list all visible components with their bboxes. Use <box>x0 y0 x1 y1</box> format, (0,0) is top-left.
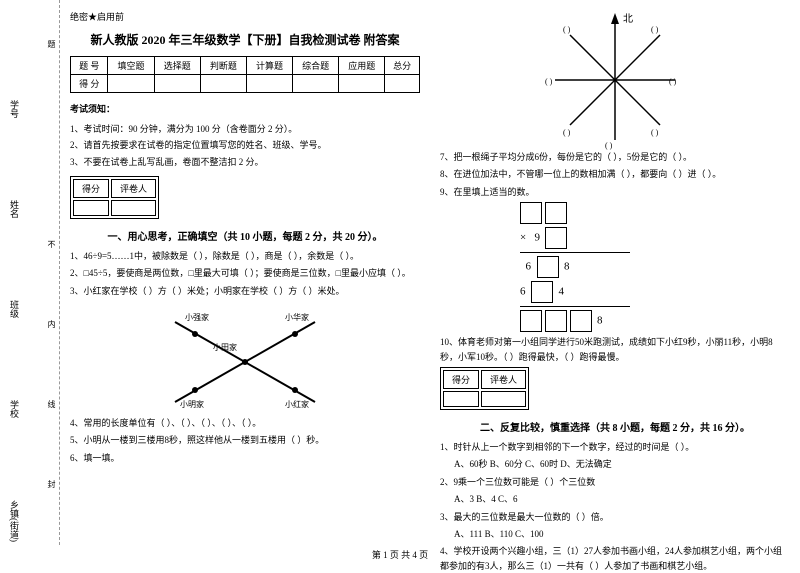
binding-label: 班级 <box>8 300 21 318</box>
eval-score: 得分 <box>443 370 479 389</box>
notes-title: 考试须知： <box>70 101 420 117</box>
question: 1、46÷9=5……1中，被除数是（ ），除数是（ ），商是（ ），余数是（ ）… <box>70 249 420 263</box>
svg-text:( ): ( ) <box>669 77 677 86</box>
score-table: 题 号 填空题 选择题 判断题 计算题 综合题 应用题 总分 得 分 <box>70 56 420 93</box>
digit: 9 <box>534 232 540 244</box>
note-item: 3、不要在试卷上乱写乱画，卷面不整洁扣 2 分。 <box>70 154 420 170</box>
binding-label: 姓名 <box>8 200 21 218</box>
svg-text:北: 北 <box>623 13 633 25</box>
compass-diagram: 北 ( ) ( ) ( ) ( ) ( ) ( ) ( ) <box>545 10 685 150</box>
question: 10、体育老师对第一小组同学进行50米跑测试，成绩如下小红9秒，小丽11秒，小明… <box>440 335 790 364</box>
question: 6、填一填。 <box>70 451 420 465</box>
binding-margin: 乡镇(街道) 学校 班级 姓名 学号 封 线 内 不 题 <box>0 0 60 545</box>
eval-reviewer: 评卷人 <box>481 370 526 389</box>
score-header: 计算题 <box>246 57 292 75</box>
svg-text:小明家: 小明家 <box>180 399 204 409</box>
section1-title: 一、用心思考，正确填空（共 10 小题，每题 2 分，共 20 分）。 <box>70 228 420 243</box>
cross-diagram: 小强家 小华家 小田家 小明家 小红家 <box>155 302 335 412</box>
svg-text:( ): ( ) <box>563 128 571 137</box>
question: 2、9乘一个三位数可能是（ ）个三位数 <box>440 475 790 489</box>
digit: 8 <box>597 315 603 327</box>
times-sign: × <box>520 232 526 244</box>
svg-text:小华家: 小华家 <box>285 312 309 322</box>
binding-text: 不 <box>46 240 57 248</box>
options: A、111 B、110 C、100 <box>440 527 790 541</box>
binding-text: 线 <box>46 400 57 408</box>
svg-text:( ): ( ) <box>605 141 613 150</box>
score-header: 综合题 <box>293 57 339 75</box>
question: 3、最大的三位数是最大一位数的（ ）倍。 <box>440 510 790 524</box>
digit: 8 <box>564 261 570 273</box>
eval-score: 得分 <box>73 179 109 198</box>
question: 3、小红家在学校（ ）方（ ）米处；小明家在学校（ ）方（ ）米处。 <box>70 284 420 298</box>
binding-text: 题 <box>46 40 57 48</box>
score-header: 总分 <box>385 57 420 75</box>
question: 4、常用的长度单位有（ ）、（ ）、（ ）、（ ）、（ ）。 <box>70 416 420 430</box>
left-column: 绝密★启用前 新人教版 2020 年三年级数学【下册】自我检测试卷 附答案 题 … <box>60 0 430 545</box>
svg-text:( ): ( ) <box>651 128 659 137</box>
question: 1、时针从上一个数字到相邻的下一个数字，经过的时间是（ ）。 <box>440 440 790 454</box>
note-item: 1、考试时间：90 分钟，满分为 100 分（含卷面分 2 分）。 <box>70 121 420 137</box>
note-item: 2、请首先按要求在试卷的指定位置填写您的姓名、班级、学号。 <box>70 137 420 153</box>
score-header: 判断题 <box>200 57 246 75</box>
binding-text: 内 <box>46 320 57 328</box>
digit: 4 <box>559 286 565 298</box>
question: 9、在里填上适当的数。 <box>440 185 790 199</box>
eval-box: 得分 评卷人 <box>440 367 529 410</box>
eval-box: 得分 评卷人 <box>70 176 159 219</box>
svg-text:( ): ( ) <box>651 25 659 34</box>
score-header: 应用题 <box>339 57 385 75</box>
svg-text:小田家: 小田家 <box>213 342 237 352</box>
question: 5、小明从一楼到三楼用8秒，照这样他从一楼到五楼用（ ）秒。 <box>70 433 420 447</box>
exam-notes: 考试须知： 1、考试时间：90 分钟，满分为 100 分（含卷面分 2 分）。 … <box>70 101 420 170</box>
svg-text:( ): ( ) <box>563 25 571 34</box>
right-column: 北 ( ) ( ) ( ) ( ) ( ) ( ) ( ) 7、把一根绳子平均分… <box>430 0 800 545</box>
options: A、3 B、4 C、6 <box>440 492 790 506</box>
question: 8、在进位加法中，不管哪一位上的数相加满（ ），都要向（ ）进（ ）。 <box>440 167 790 181</box>
digit: 6 <box>526 261 532 273</box>
svg-text:小红家: 小红家 <box>285 399 309 409</box>
score-row-label: 得 分 <box>71 75 108 93</box>
score-header: 题 号 <box>71 57 108 75</box>
page-footer: 第 1 页 共 4 页 <box>0 548 800 561</box>
score-header: 填空题 <box>108 57 154 75</box>
score-header: 选择题 <box>154 57 200 75</box>
svg-text:小强家: 小强家 <box>185 312 209 322</box>
security-label: 绝密★启用前 <box>70 10 420 23</box>
question: 2、□45÷5，要使商是两位数，□里最大可填（ ）；要使商是三位数，□里最小应填… <box>70 266 420 280</box>
question: 7、把一根绳子平均分成6份，每份是它的（ ），5份是它的（ ）。 <box>440 150 790 164</box>
binding-label: 学号 <box>8 100 21 118</box>
binding-label: 学校 <box>8 400 21 418</box>
options: A、60秒 B、60分 C、60时 D、无法确定 <box>440 457 790 471</box>
math-problem: × 9 6 8 6 4 8 <box>480 202 790 332</box>
section2-title: 二、反复比较，慎重选择（共 8 小题，每题 2 分，共 16 分）。 <box>440 419 790 434</box>
exam-title: 新人教版 2020 年三年级数学【下册】自我检测试卷 附答案 <box>70 31 420 48</box>
digit: 6 <box>520 286 526 298</box>
binding-text: 封 <box>46 480 57 488</box>
eval-reviewer: 评卷人 <box>111 179 156 198</box>
svg-text:( ): ( ) <box>545 77 553 86</box>
binding-label: 乡镇(街道) <box>8 500 21 542</box>
